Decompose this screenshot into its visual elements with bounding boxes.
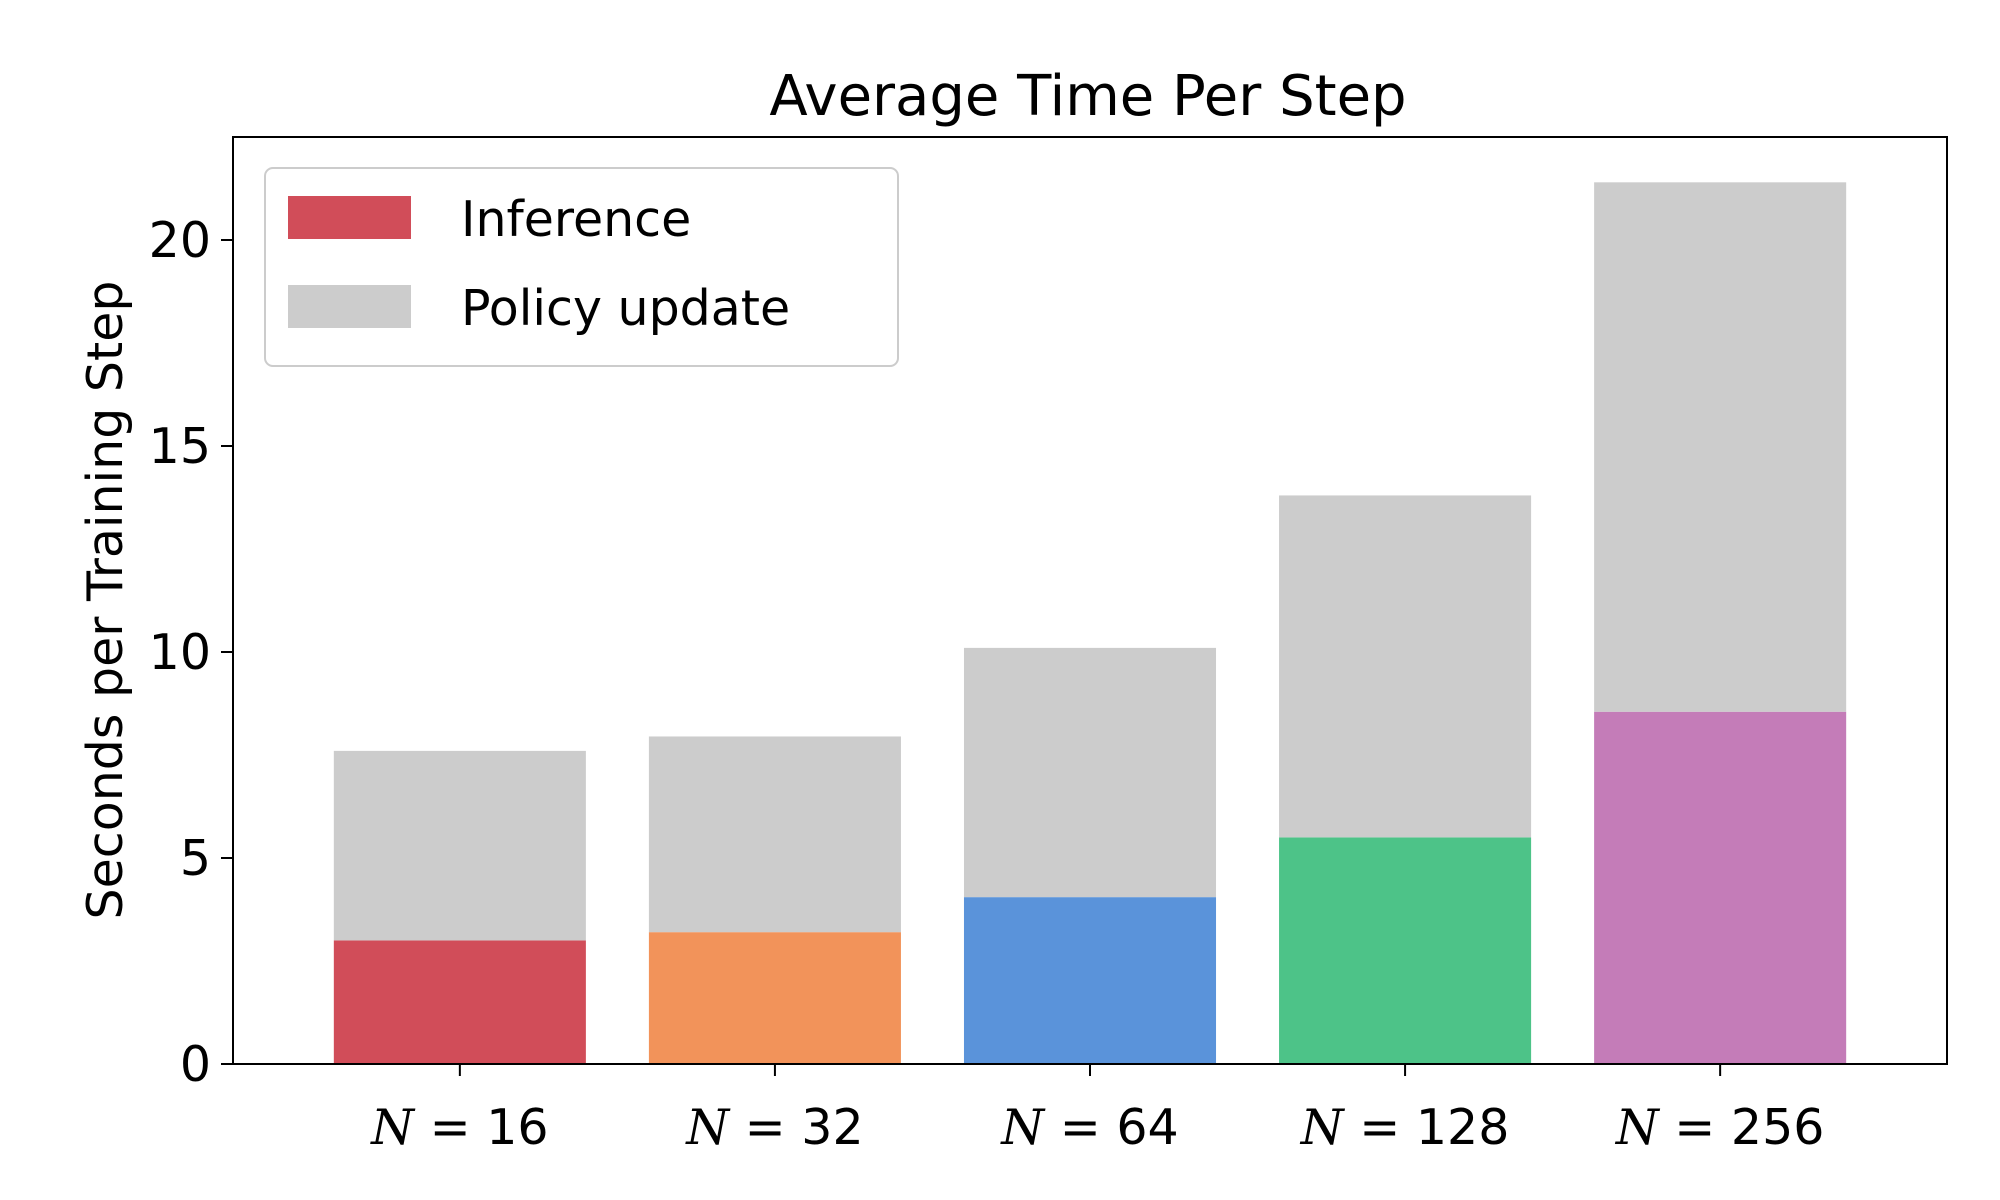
legend-swatch-policy-update bbox=[288, 285, 411, 328]
legend: Inference Policy update bbox=[264, 167, 899, 367]
x-tick-label-256: N = 256 bbox=[1615, 1099, 1825, 1156]
x-tick-variable: N bbox=[685, 1099, 731, 1156]
legend-label-policy-update: Policy update bbox=[461, 280, 790, 337]
x-tick-value: = 32 bbox=[729, 1099, 864, 1156]
bar-inference-32 bbox=[648, 932, 901, 1064]
x-tick-value: = 64 bbox=[1044, 1099, 1179, 1156]
x-tick-value: = 128 bbox=[1344, 1099, 1510, 1156]
x-tick-value: = 16 bbox=[414, 1099, 549, 1156]
legend-frame bbox=[264, 167, 899, 367]
y-tick-label-20: 20 bbox=[149, 212, 211, 269]
bar-inference-16 bbox=[333, 940, 586, 1064]
legend-label-inference: Inference bbox=[461, 191, 691, 248]
bar-inference-256 bbox=[1594, 711, 1847, 1064]
bar-policy-update-64 bbox=[963, 647, 1217, 898]
x-tick-variable: N bbox=[1000, 1099, 1046, 1156]
x-ticks: N = 16 N = 32 N = 64 N = 128 N = 256 bbox=[370, 1064, 1824, 1156]
x-tick-label-64: N = 64 bbox=[1000, 1099, 1178, 1156]
y-tick-label-0: 0 bbox=[180, 1036, 211, 1093]
y-ticks: 0 5 10 15 20 bbox=[149, 212, 233, 1093]
bars-layer bbox=[333, 182, 1847, 1064]
bar-inference-128 bbox=[1279, 837, 1532, 1064]
chart-title: Average Time Per Step bbox=[769, 64, 1406, 129]
bar-policy-update-16 bbox=[333, 750, 586, 941]
x-tick-value: = 256 bbox=[1659, 1099, 1825, 1156]
bar-inference-64 bbox=[963, 897, 1217, 1064]
y-tick-label-15: 15 bbox=[149, 418, 211, 475]
x-tick-variable: N bbox=[370, 1099, 416, 1156]
y-axis-label: Seconds per Training Step bbox=[77, 281, 134, 920]
x-tick-label-32: N = 32 bbox=[685, 1099, 863, 1156]
y-tick-label-10: 10 bbox=[149, 624, 211, 681]
bar-policy-update-32 bbox=[648, 736, 901, 933]
x-tick-label-16: N = 16 bbox=[370, 1099, 548, 1156]
bar-policy-update-128 bbox=[1279, 495, 1532, 838]
legend-swatch-inference bbox=[288, 196, 411, 239]
x-tick-label-128: N = 128 bbox=[1300, 1099, 1510, 1156]
y-tick-label-5: 5 bbox=[180, 830, 211, 887]
x-tick-variable: N bbox=[1300, 1099, 1346, 1156]
x-tick-variable: N bbox=[1615, 1099, 1661, 1156]
bar-policy-update-256 bbox=[1594, 182, 1847, 712]
